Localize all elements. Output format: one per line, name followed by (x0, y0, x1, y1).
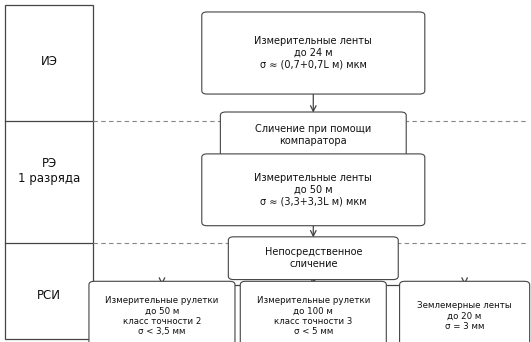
Text: ИЭ: ИЭ (41, 55, 57, 68)
Text: Измерительные рулетки
до 50 м
класс точности 2
σ < 3,5 мм: Измерительные рулетки до 50 м класс точн… (105, 296, 219, 337)
Text: Землемерные ленты
до 20 м
σ = 3 мм: Землемерные ленты до 20 м σ = 3 мм (417, 301, 512, 331)
FancyBboxPatch shape (399, 281, 529, 342)
FancyBboxPatch shape (202, 12, 425, 94)
FancyBboxPatch shape (228, 237, 398, 280)
Text: Измерительные рулетки
до 100 м
класс точности 3
σ < 5 мм: Измерительные рулетки до 100 м класс точ… (256, 296, 370, 337)
Bar (5, 5, 93, 339)
Text: Измерительные ленты
до 50 м
σ ≈ (3,3+3,3L м) мкм: Измерительные ленты до 50 м σ ≈ (3,3+3,3… (254, 173, 372, 207)
FancyBboxPatch shape (89, 281, 235, 342)
Text: РЭ
1 разряда: РЭ 1 разряда (18, 157, 80, 185)
Text: РСИ: РСИ (37, 289, 61, 302)
FancyBboxPatch shape (202, 154, 425, 226)
FancyBboxPatch shape (220, 112, 406, 158)
Text: Сличение при помощи
компаратора: Сличение при помощи компаратора (255, 124, 371, 146)
Text: Измерительные ленты
до 24 м
σ ≈ (0,7+0,7L м) мкм: Измерительные ленты до 24 м σ ≈ (0,7+0,7… (254, 36, 372, 70)
FancyBboxPatch shape (240, 281, 387, 342)
Text: Непосредственное
сличение: Непосредственное сличение (264, 247, 362, 269)
